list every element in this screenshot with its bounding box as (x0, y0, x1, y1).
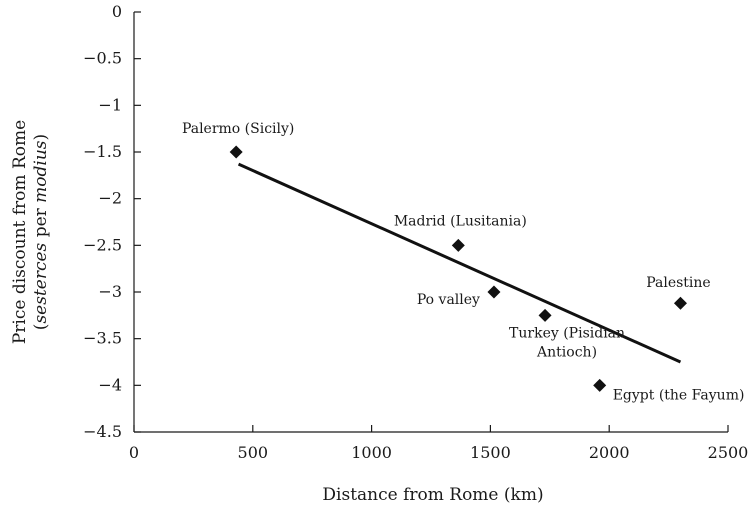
data-point-marker (673, 296, 687, 310)
x-tick-label: 2500 (708, 443, 749, 462)
data-point-marker (451, 238, 465, 252)
y-tick-label: −2.5 (83, 235, 122, 254)
data-point-marker (538, 308, 552, 322)
x-tick-label: 2000 (589, 443, 630, 462)
x-axis-title: Distance from Rome (km) (322, 485, 543, 505)
x-axis-ticks: 0 500 1000 1500 2000 2500 (129, 425, 748, 462)
y-tick-label: 0 (112, 2, 122, 21)
data-point-label: Palestine (646, 275, 711, 291)
x-tick-label: 0 (129, 443, 139, 462)
data-point-marker (593, 378, 607, 392)
data-point-label: Po valley (417, 292, 480, 308)
data-point-label: Turkey (Pisidian Antioch) (509, 325, 625, 360)
y-tick-label: −1.5 (83, 142, 122, 161)
y-tick-label: −3.5 (83, 329, 122, 348)
y-tick-label: −3 (98, 282, 122, 301)
y-tick-label: −2 (98, 189, 122, 208)
data-point-label: Egypt (the Fayum) (613, 387, 745, 403)
data-point-marker (229, 145, 243, 159)
y-tick-label: −0.5 (83, 49, 122, 68)
data-point-marker (487, 285, 501, 299)
x-tick-label: 500 (238, 443, 269, 462)
data-points (229, 145, 687, 392)
y-axis-ticks: 0 −0.5 −1 −1.5 −2 −2.5 −3 −3.5 −4 −4.5 (83, 2, 141, 441)
y-tick-label: −4.5 (83, 422, 122, 441)
x-tick-label: 1000 (351, 443, 392, 462)
y-axis-title-line1: Price discount from Rome (10, 120, 30, 344)
data-point-label: Palermo (Sicily) (182, 121, 294, 137)
y-tick-label: −1 (98, 95, 122, 114)
trend-line (237, 162, 682, 364)
x-tick-label: 1500 (470, 443, 511, 462)
data-point-label: Madrid (Lusitania) (394, 213, 527, 229)
y-axis-title-line2: (sesterces per modius) (31, 134, 51, 330)
y-axis-title: Price discount from Rome (sesterces per … (10, 120, 51, 344)
data-point-labels: Palermo (Sicily) Madrid (Lusitania) Po val… (182, 121, 745, 403)
y-tick-label: −4 (98, 375, 122, 394)
